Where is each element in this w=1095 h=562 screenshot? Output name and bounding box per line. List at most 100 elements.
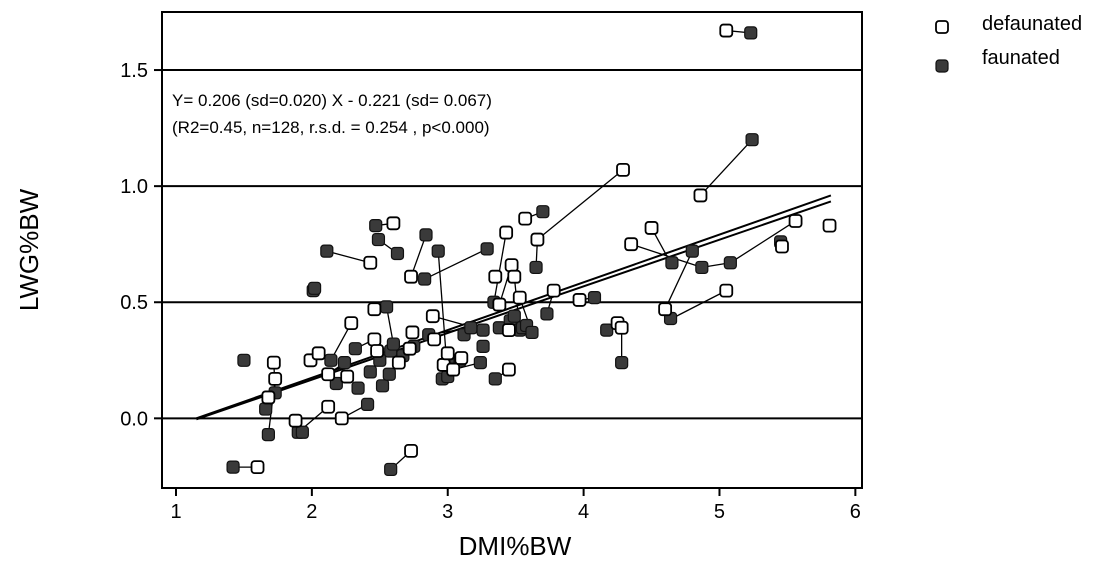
point-faunated [529, 260, 543, 275]
point-defaunated [546, 283, 561, 298]
x-tick-label: 4 [578, 501, 589, 523]
connecting-segment [493, 232, 507, 303]
point-faunated [386, 337, 400, 351]
legend-marker-faunated [935, 59, 949, 73]
legend-square-faunated [935, 59, 949, 73]
y-axis: 0.0 0.5 1.0 1.5 [120, 60, 162, 430]
connecting-segment [326, 250, 371, 264]
point-faunated [464, 321, 478, 335]
point-defaunated [446, 362, 461, 377]
legend-marker-defaunated [935, 20, 949, 34]
point-faunated [685, 244, 699, 258]
point-faunated [351, 381, 365, 395]
regression-lines [196, 194, 832, 421]
regression-stats-text: (R2=0.45, n=128, r.s.d. = 0.254 , p<0.00… [172, 118, 490, 137]
point-defaunated [616, 162, 630, 177]
x-axis-title: DMI%BW [459, 531, 572, 561]
point-defaunated [404, 269, 418, 284]
point-defaunated [492, 297, 507, 312]
point-faunated [324, 353, 338, 367]
point-faunated [587, 291, 602, 305]
point-defaunated [693, 188, 708, 203]
regression-equation-text: Y= 0.206 (sd=0.020) X - 0.221 (sd= 0.067… [172, 91, 492, 110]
y-tick-label: 1.5 [120, 60, 148, 82]
point-faunated [375, 379, 390, 393]
point-defaunated [268, 371, 283, 386]
x-tick-label: 2 [306, 501, 317, 523]
point-faunated [480, 242, 494, 256]
point-defaunated [454, 351, 469, 365]
point-defaunated [822, 218, 837, 233]
connecting-segment [410, 234, 427, 277]
legend-square-defaunated [935, 20, 949, 34]
point-defaunated [530, 232, 545, 247]
point-faunated [615, 356, 629, 370]
point-defaunated [440, 346, 455, 361]
point-faunated [226, 460, 240, 474]
point-defaunated [572, 293, 587, 307]
point-defaunated [340, 369, 355, 384]
point-defaunated [405, 325, 420, 340]
y-tick-label: 0.5 [120, 292, 148, 314]
point-defaunated [288, 413, 303, 428]
point-defaunated [504, 258, 519, 272]
y-tick-label: 1.0 [120, 176, 148, 198]
point-defaunated [658, 302, 673, 317]
point-defaunated [344, 316, 359, 331]
point-defaunated [518, 211, 533, 226]
point-faunated [360, 397, 375, 412]
point-defaunated [250, 460, 265, 475]
plot-frame [161, 11, 863, 489]
point-defaunated [311, 346, 326, 361]
point-faunated [476, 323, 490, 337]
point-faunated [525, 325, 539, 340]
point-faunated [237, 353, 251, 367]
grid-lines [162, 69, 862, 420]
point-defaunated [644, 221, 659, 235]
point-faunated [418, 272, 432, 286]
point-faunated [431, 244, 445, 258]
point-defaunated [321, 367, 336, 382]
x-tick-label: 6 [850, 501, 861, 523]
point-defaunated [261, 390, 276, 405]
regression-line [196, 194, 832, 420]
point-defaunated [427, 332, 442, 347]
point-faunated [320, 244, 334, 258]
point-defaunated [512, 290, 527, 305]
point-defaunated [321, 399, 336, 414]
connecting-segment [424, 248, 488, 280]
point-faunated [348, 342, 362, 356]
point-faunated [295, 425, 309, 439]
point-faunated [744, 26, 758, 40]
point-defaunated [614, 320, 629, 335]
point-defaunated [363, 255, 378, 270]
point-faunated [390, 246, 405, 261]
point-faunated [261, 427, 275, 442]
point-defaunated [404, 443, 418, 458]
point-defaunated [719, 283, 734, 298]
point-defaunated [402, 341, 417, 356]
x-axis: 1 2 3 4 5 6 [170, 488, 861, 523]
connecting-segment [729, 220, 796, 264]
point-faunated [369, 219, 383, 233]
point-faunated [488, 372, 502, 386]
point-defaunated [334, 411, 349, 426]
legend: defaunated faunated [935, 13, 1082, 73]
point-defaunated [775, 239, 789, 254]
point-defaunated [501, 362, 516, 377]
point-faunated [363, 365, 377, 379]
point-defaunated [425, 309, 440, 324]
legend-label-faunated: faunated [982, 47, 1060, 69]
legend-label-defaunated: defaunated [982, 13, 1082, 35]
y-tick-label: 0.0 [120, 408, 148, 430]
point-defaunated [386, 216, 401, 231]
y-axis-title: LWG%BW [14, 188, 44, 311]
point-defaunated [719, 23, 734, 38]
point-faunated [536, 205, 550, 219]
point-defaunated [488, 269, 503, 284]
x-tick-label: 1 [170, 501, 181, 523]
point-defaunated [391, 355, 406, 370]
point-faunated [384, 462, 398, 477]
point-faunated [307, 281, 322, 295]
